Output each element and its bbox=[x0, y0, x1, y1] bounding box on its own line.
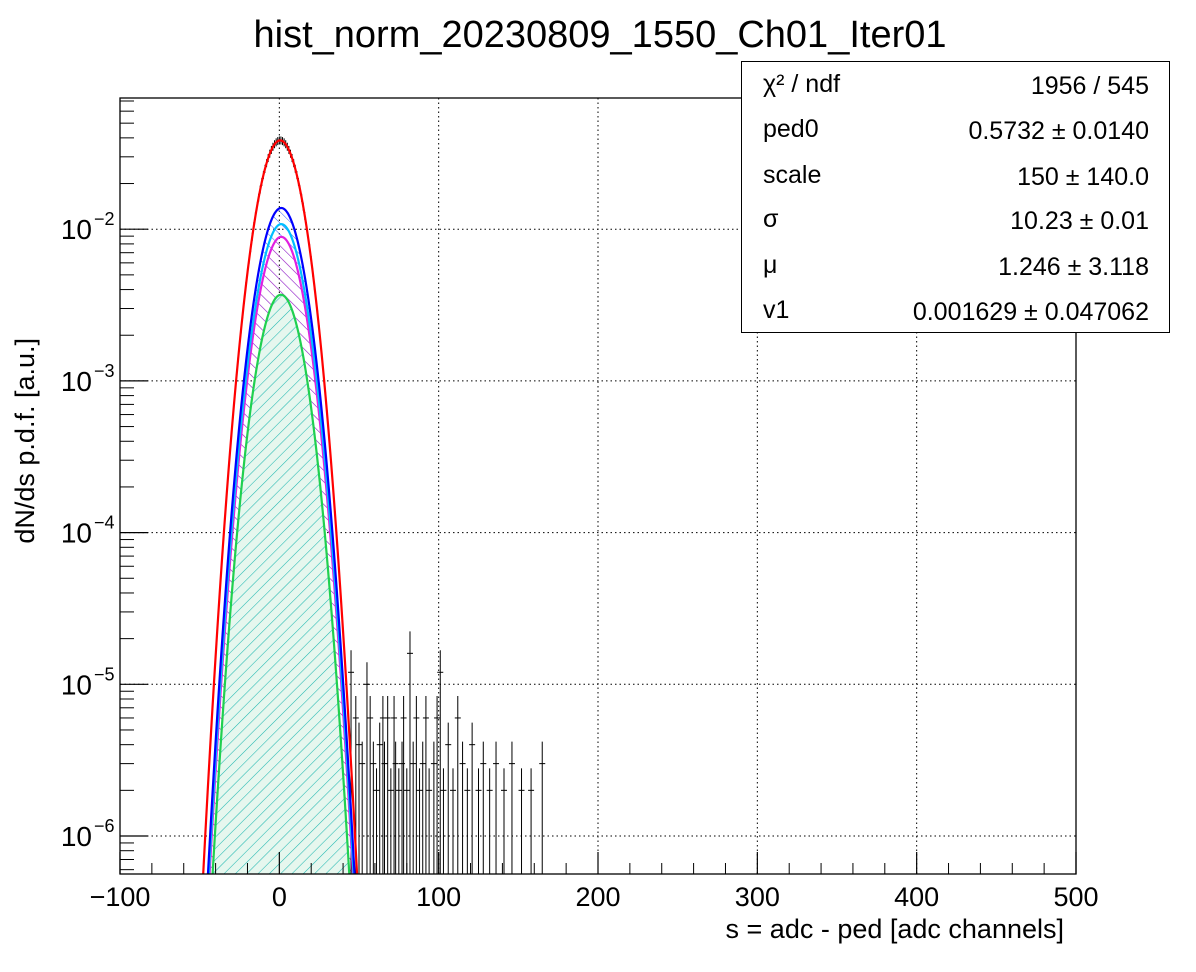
chart-title: hist_norm_20230809_1550_Ch01_Iter01 bbox=[254, 14, 947, 56]
y-tick-exponent: −6 bbox=[94, 816, 115, 836]
y-tick-label: 10 bbox=[61, 518, 92, 549]
y-tick-label: 10 bbox=[61, 366, 92, 397]
stat-name: χ² / ndf bbox=[763, 70, 841, 98]
stat-row-sigma: σ 10.23 ± 0.01 bbox=[742, 197, 1169, 243]
stat-name: μ bbox=[763, 251, 778, 279]
stat-value: 0.5732 ± 0.0140 bbox=[968, 117, 1149, 145]
y-tick-exponent: −5 bbox=[94, 664, 115, 684]
y-tick-exponent: −4 bbox=[94, 513, 115, 533]
stat-row-v1: v1 0.001629 ± 0.047062 bbox=[742, 288, 1169, 334]
grid-lines bbox=[120, 98, 1076, 874]
stat-row-chi2: χ² / ndf 1956 / 545 bbox=[742, 62, 1169, 108]
y-tick-label: 10 bbox=[61, 821, 92, 852]
fit-stats-box: χ² / ndf 1956 / 545 ped0 0.5732 ± 0.0140… bbox=[741, 61, 1170, 333]
x-axis-label: s = adc - ped [adc channels] bbox=[726, 914, 1064, 944]
stat-value: 1.246 ± 3.118 bbox=[998, 253, 1149, 281]
green-hatch-fill bbox=[212, 294, 350, 874]
stat-name: ped0 bbox=[763, 115, 819, 143]
fit-curve-total bbox=[202, 139, 359, 874]
fit-curve-blue bbox=[206, 206, 356, 874]
stat-value: 0.001629 ± 0.047062 bbox=[912, 298, 1149, 326]
x-tick-label: 200 bbox=[575, 882, 620, 912]
x-tick-label: 0 bbox=[272, 882, 287, 912]
stat-value: 150 ± 140.0 bbox=[1017, 163, 1149, 191]
y-tick-label: 10 bbox=[61, 214, 92, 245]
data-points bbox=[218, 136, 546, 874]
y-tick-exponent: −3 bbox=[94, 361, 115, 381]
stat-row-scale: scale 150 ± 140.0 bbox=[742, 153, 1169, 199]
fit-curves bbox=[202, 139, 359, 874]
x-tick-label: −100 bbox=[90, 882, 151, 912]
y-axis-label: dN/ds p.d.f. [a.u.] bbox=[10, 338, 40, 544]
stat-value: 10.23 ± 0.01 bbox=[1010, 207, 1149, 235]
x-tick-label: 100 bbox=[416, 882, 461, 912]
fit-curve-green bbox=[211, 293, 351, 874]
stat-name: v1 bbox=[763, 296, 790, 324]
x-tick-label: 400 bbox=[894, 882, 939, 912]
stat-row-mu: μ 1.246 ± 3.118 bbox=[742, 243, 1169, 289]
x-tick-label: 500 bbox=[1053, 882, 1098, 912]
y-tick-exponent: −2 bbox=[94, 209, 115, 229]
stat-name: scale bbox=[763, 161, 822, 189]
y-tick-label: 10 bbox=[61, 669, 92, 700]
stat-row-ped0: ped0 0.5732 ± 0.0140 bbox=[742, 107, 1169, 153]
x-tick-label: 300 bbox=[735, 882, 780, 912]
stat-value: 1956 / 545 bbox=[1030, 72, 1149, 100]
stat-name: σ bbox=[763, 205, 779, 233]
